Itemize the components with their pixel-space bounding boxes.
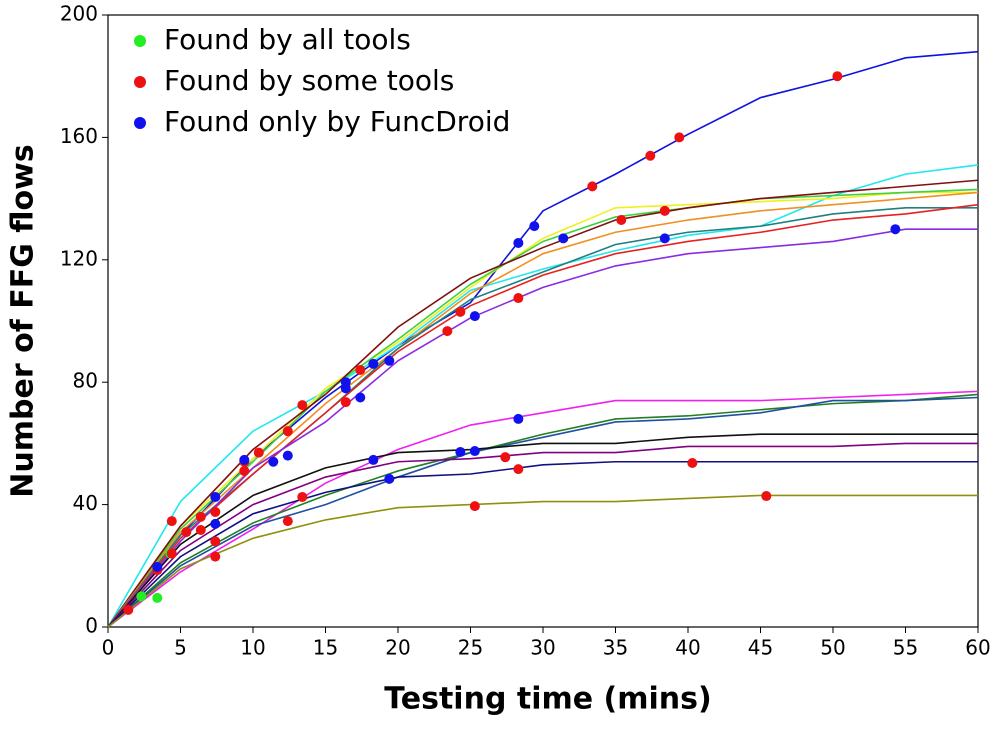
point <box>674 132 685 143</box>
legend-marker <box>134 117 146 129</box>
point <box>268 456 279 467</box>
point <box>297 491 308 502</box>
line <box>107 494 978 628</box>
point <box>761 491 772 502</box>
point <box>513 237 524 248</box>
point <box>513 413 524 424</box>
point <box>210 536 221 547</box>
point <box>384 355 395 366</box>
x-tick-label: 60 <box>965 636 990 660</box>
point <box>123 604 134 615</box>
point <box>181 527 192 538</box>
point <box>469 501 480 512</box>
line <box>107 442 978 628</box>
x-tick-label: 25 <box>458 636 483 660</box>
point <box>687 457 698 468</box>
y-tick-label: 0 <box>85 614 98 638</box>
point <box>282 426 293 437</box>
point <box>166 516 177 527</box>
point <box>210 506 221 517</box>
line <box>107 206 978 628</box>
y-tick-label: 200 <box>60 2 98 26</box>
line <box>107 164 979 628</box>
legend-label: Found by all tools <box>164 23 411 56</box>
point <box>469 311 480 322</box>
point <box>513 464 524 475</box>
legend-label: Found only by FuncDroid <box>164 105 510 138</box>
legend-label: Found by some tools <box>164 64 454 97</box>
line <box>107 390 979 628</box>
point <box>442 326 453 337</box>
x-tick-label: 10 <box>240 636 265 660</box>
x-tick-label: 15 <box>313 636 338 660</box>
point <box>340 397 351 408</box>
point <box>368 358 379 369</box>
point <box>890 224 901 235</box>
point <box>253 447 264 458</box>
line <box>107 433 978 628</box>
x-tick-label: 30 <box>530 636 555 660</box>
point <box>210 518 221 529</box>
x-tick-label: 35 <box>603 636 628 660</box>
point <box>340 383 351 394</box>
point <box>513 293 524 304</box>
point <box>832 71 843 82</box>
line <box>107 460 978 628</box>
legend-marker <box>134 76 146 88</box>
line <box>107 50 979 628</box>
point <box>282 450 293 461</box>
point <box>136 591 147 602</box>
point <box>455 306 466 317</box>
point <box>645 150 656 161</box>
point <box>659 233 670 244</box>
point <box>166 548 177 559</box>
y-tick-label: 40 <box>73 491 98 515</box>
point <box>384 473 395 484</box>
x-tick-label: 45 <box>748 636 773 660</box>
y-axis-label: Number of FFG flows <box>6 144 41 497</box>
point <box>195 524 206 535</box>
point <box>500 452 511 463</box>
x-axis-label: Testing time (mins) <box>384 682 711 717</box>
point <box>659 205 670 216</box>
line <box>107 396 979 628</box>
point <box>616 215 627 226</box>
point <box>152 562 163 573</box>
point <box>587 181 598 192</box>
y-tick-label: 120 <box>60 246 98 270</box>
point <box>355 364 366 375</box>
x-tick-label: 55 <box>893 636 918 660</box>
point <box>529 221 540 232</box>
point <box>355 392 366 403</box>
point <box>368 454 379 465</box>
point <box>239 465 250 476</box>
point <box>152 592 163 603</box>
x-tick-label: 5 <box>174 636 187 660</box>
line <box>107 179 979 628</box>
line <box>107 228 978 628</box>
point <box>239 454 250 465</box>
x-tick-label: 50 <box>820 636 845 660</box>
point <box>282 516 293 527</box>
y-tick-label: 160 <box>60 124 98 148</box>
line <box>107 188 979 628</box>
point <box>297 400 308 411</box>
point <box>210 551 221 562</box>
x-tick-label: 0 <box>102 636 115 660</box>
point <box>455 446 466 457</box>
x-tick-label: 40 <box>675 636 700 660</box>
point <box>195 511 206 522</box>
line <box>107 393 979 628</box>
point <box>210 491 221 502</box>
point <box>558 233 569 244</box>
y-tick-label: 80 <box>73 369 98 393</box>
x-tick-label: 20 <box>385 636 410 660</box>
line <box>107 203 979 628</box>
line <box>107 191 978 628</box>
line <box>107 191 979 628</box>
legend-marker <box>134 35 146 47</box>
point <box>469 446 480 457</box>
